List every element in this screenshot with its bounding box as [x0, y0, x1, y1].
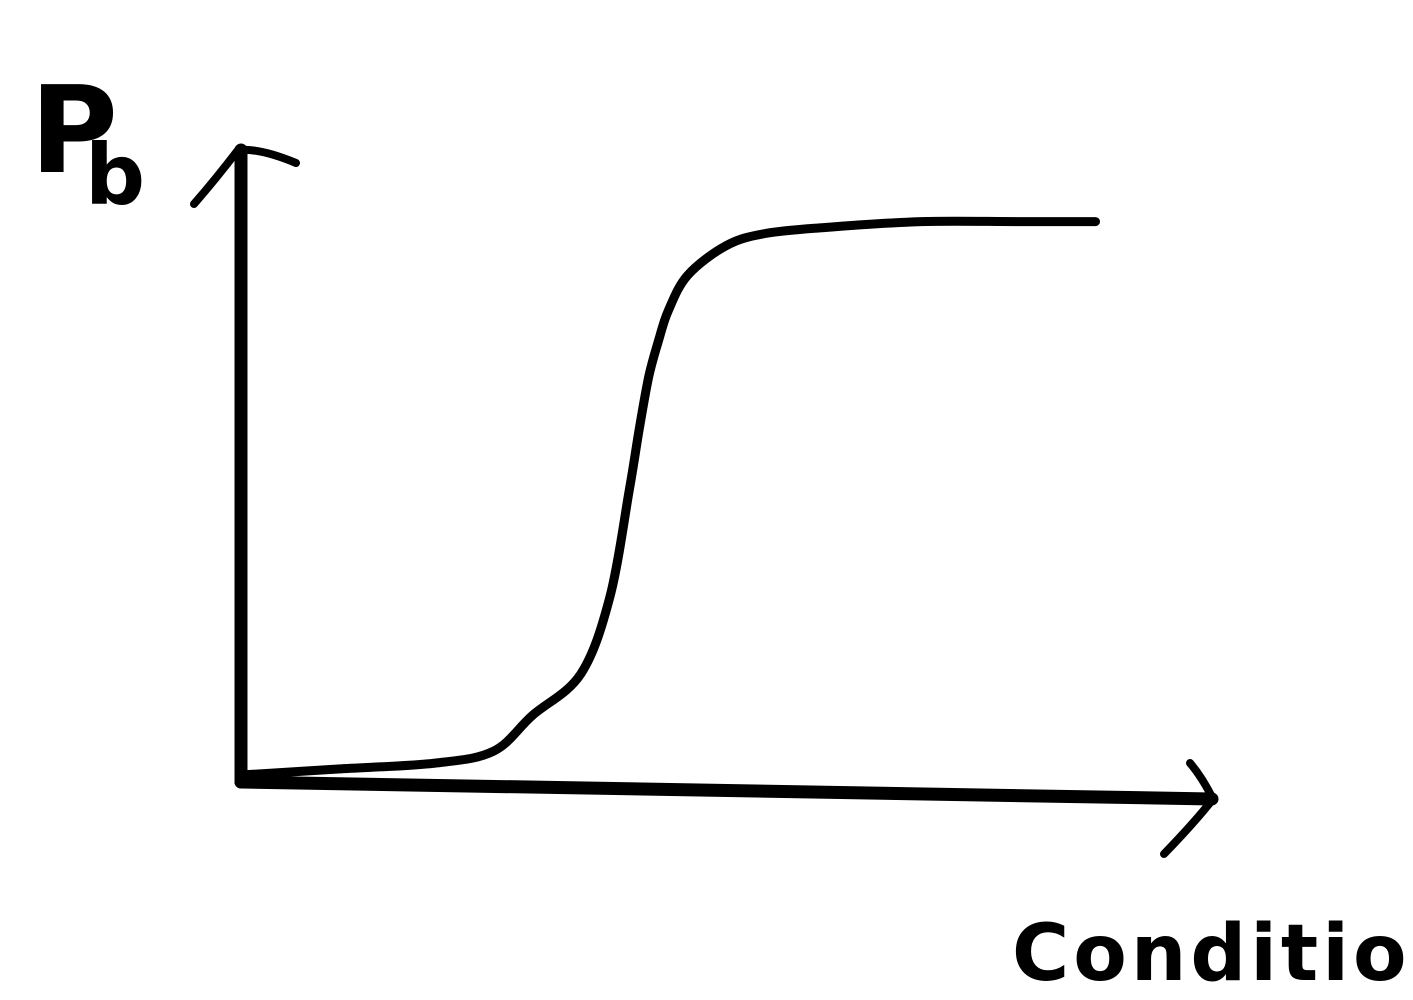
- y-axis-arrowhead: [190, 145, 300, 208]
- series-line: [236, 216, 1100, 780]
- y-axis-label-subscript: b: [85, 126, 145, 224]
- x-axis-label: Condition: [1012, 909, 1413, 999]
- x-axis-arrowhead: [1160, 759, 1217, 858]
- y-axis-label: P: [30, 62, 118, 201]
- x-axis-line: [234, 775, 1219, 806]
